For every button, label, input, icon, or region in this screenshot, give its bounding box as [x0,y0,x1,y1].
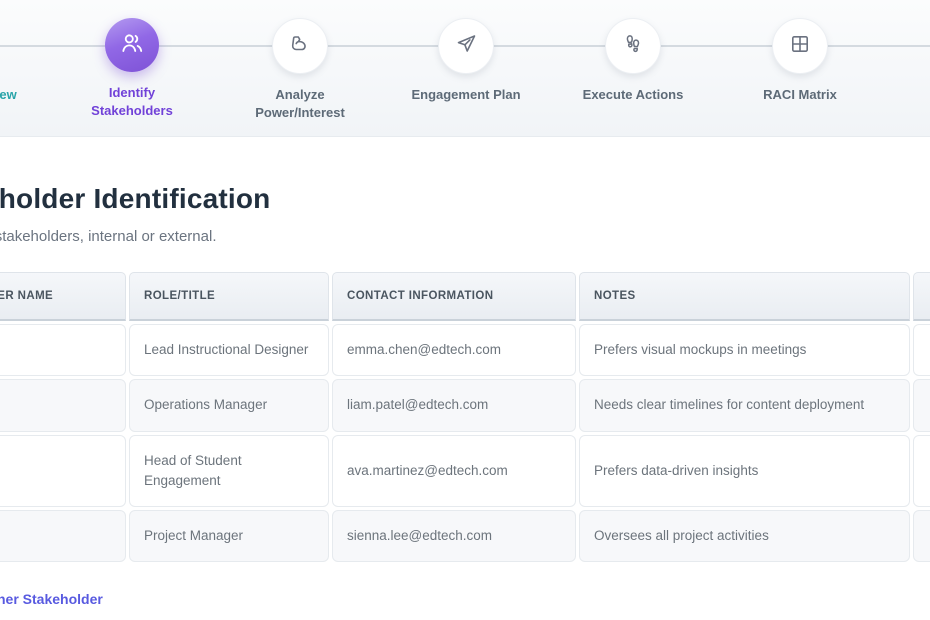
cell-notes[interactable]: Prefers visual mockups in meetings [579,324,910,377]
table-row: Lead Instructional Designer emma.chen@ed… [0,324,930,377]
cell-name[interactable] [0,434,126,508]
main-content: Stakeholder Identification Identify all … [0,183,930,609]
table-row: Project Manager sienna.lee@edtech.com Ov… [0,510,930,563]
page-title: Stakeholder Identification [0,183,271,214]
people-icon [119,30,145,61]
step-label: Analyze Power/Interest [255,87,345,120]
footprints-icon [621,32,645,61]
page-subtitle: Identify all stakeholders, internal or e… [0,228,217,246]
cell-contact[interactable]: sienna.lee@edtech.com [332,510,576,563]
step-project-overview[interactable]: Project Overview [0,18,39,104]
cell-notes[interactable]: Needs clear timelines for content deploy… [579,379,910,432]
paper-plane-icon [454,32,478,61]
step-execute-actions[interactable]: Execute Actions [558,18,708,104]
step-identify-stakeholders[interactable]: Identify Stakeholders [57,18,207,119]
step-circle[interactable] [605,18,661,74]
step-engagement-plan[interactable]: Engagement Plan [391,18,541,104]
table-header-row: STAKEHOLDER NAME ROLE/TITLE CONTACT INFO… [0,272,930,322]
cell-name[interactable] [0,510,126,563]
cell-extra[interactable] [913,379,930,432]
cell-extra[interactable] [913,434,930,508]
step-label: Engagement Plan [411,87,521,102]
grid-icon [788,32,812,61]
stakeholder-table-wrap: STAKEHOLDER NAME ROLE/TITLE CONTACT INFO… [0,269,930,565]
cell-extra[interactable] [913,510,930,563]
cell-contact[interactable]: liam.patel@edtech.com [332,379,576,432]
step-circle[interactable] [272,18,328,74]
table-row: Operations Manager liam.patel@edtech.com… [0,379,930,432]
cell-contact[interactable]: emma.chen@edtech.com [332,324,576,377]
step-label: RACI Matrix [763,87,837,102]
header-contact-information: CONTACT INFORMATION [332,272,576,322]
title-block: Stakeholder Identification Identify all … [0,183,930,245]
add-stakeholder-link[interactable]: + Add Another Stakeholder [0,591,103,608]
step-label: Identify Stakeholders [91,85,173,118]
header-extra [913,272,930,322]
step-circle[interactable] [105,18,159,72]
wizard-stepper: Project Overview Identify Stakeholders A… [0,0,930,137]
cell-role[interactable]: Lead Instructional Designer [129,324,329,377]
stakeholder-table: STAKEHOLDER NAME ROLE/TITLE CONTACT INFO… [0,269,930,565]
cell-role[interactable]: Operations Manager [129,379,329,432]
header-stakeholder-name: STAKEHOLDER NAME [0,272,126,322]
step-label: Project Overview [0,87,17,102]
cell-notes[interactable]: Prefers data-driven insights [579,434,910,508]
cell-role[interactable]: Project Manager [129,510,329,563]
cell-contact[interactable]: ava.martinez@edtech.com [332,434,576,508]
table-row: Head of Student Engagement ava.martinez@… [0,434,930,508]
cell-role[interactable]: Head of Student Engagement [129,434,329,508]
step-label: Execute Actions [582,87,684,102]
cell-notes[interactable]: Oversees all project activities [579,510,910,563]
step-circle[interactable] [772,18,828,74]
cell-extra[interactable] [913,324,930,377]
step-raci-matrix[interactable]: RACI Matrix [725,18,875,104]
header-role-title: ROLE/TITLE [129,272,329,322]
header-notes: NOTES [579,272,910,322]
cell-name[interactable] [0,379,126,432]
cell-name[interactable] [0,324,126,377]
step-analyze-power-interest[interactable]: Analyze Power/Interest [225,18,375,121]
bicep-icon [288,32,312,61]
step-circle[interactable] [438,18,494,74]
